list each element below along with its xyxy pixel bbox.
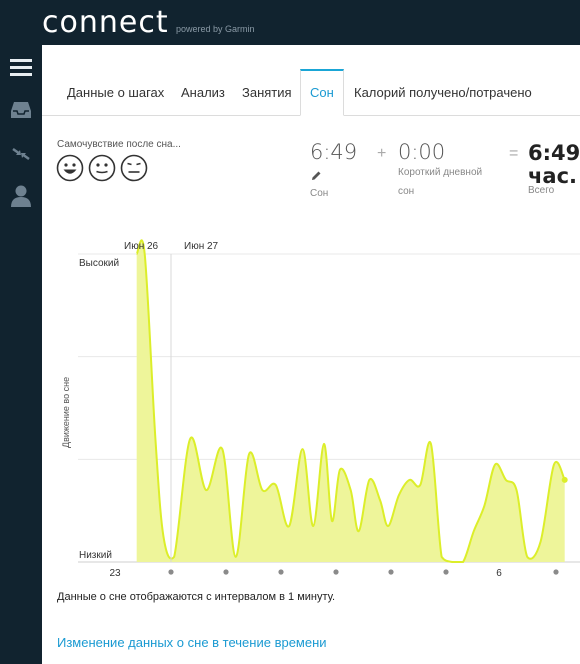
nap-label-line-2: сон <box>398 186 415 197</box>
edit-pencil-icon[interactable] <box>311 170 322 181</box>
powered-by-text: powered by Garmin <box>176 24 255 34</box>
x-tick-dot <box>168 569 174 575</box>
x-tick-dot <box>553 569 559 575</box>
x-tick-dot <box>388 569 394 575</box>
sad-face-icon[interactable] <box>120 154 148 182</box>
happy-face-icon[interactable] <box>56 154 84 182</box>
sync-arrows-icon[interactable] <box>8 141 34 167</box>
tab-analysis[interactable]: Анализ <box>181 85 225 100</box>
total-value: 6:49 <box>528 141 580 165</box>
nap-duration: 0:00 <box>398 140 446 164</box>
date-label-jun-27: Июн 27 <box>184 241 219 252</box>
user-icon[interactable] <box>8 183 34 209</box>
sidebar <box>0 45 42 664</box>
inbox-icon[interactable] <box>8 97 34 123</box>
y-axis-label: Движение во сне <box>61 377 71 448</box>
neutral-face-icon[interactable] <box>88 154 116 182</box>
sleep-over-time-link[interactable]: Изменение данных о сне в течение времени <box>57 635 327 650</box>
date-label-jun-26: Июн 26 <box>124 241 159 252</box>
total-label: Всего <box>528 185 555 196</box>
tab-bar: Данные о шагах Анализ Занятия Сон Калори… <box>42 45 580 116</box>
tab-activities[interactable]: Занятия <box>242 85 292 100</box>
total-unit: час. <box>528 164 578 188</box>
x-tick-label: 23 <box>109 568 121 579</box>
equals-sign: = <box>509 145 519 162</box>
movement-area <box>136 240 565 563</box>
tab-steps[interactable]: Данные о шагах <box>67 85 165 100</box>
connect-logo[interactable]: connect <box>42 5 169 40</box>
total-sleep: 6:49 час. <box>528 142 580 188</box>
x-tick-label: 6 <box>496 568 502 579</box>
x-tick-dot <box>223 569 229 575</box>
x-tick-dot <box>443 569 449 575</box>
x-tick-dot <box>278 569 284 575</box>
feeling-faces <box>56 154 148 184</box>
nap-label: Короткий дневной <box>398 167 483 178</box>
y-tick-high: Высокий <box>79 258 119 269</box>
y-tick-low: Низкий <box>79 550 112 561</box>
sleep-duration: 6:49 <box>310 140 358 164</box>
feeling-label: Самочувствие после сна... <box>57 139 181 150</box>
movement-end-point <box>561 476 568 483</box>
interval-note: Данные о сне отображаются с интервалом в… <box>57 591 336 603</box>
x-tick-dot <box>333 569 339 575</box>
plus-sign: + <box>377 145 387 162</box>
top-bar: connect powered by Garmin <box>0 0 580 45</box>
sleep-movement-chart: Июн 26 Июн 27 Высокий Низкий Движение во… <box>61 239 580 579</box>
tab-sleep[interactable]: Сон <box>300 69 344 116</box>
sleep-label: Сон <box>310 188 329 199</box>
tab-calories[interactable]: Калорий получено/потрачено <box>354 85 532 100</box>
menu-icon[interactable] <box>8 55 34 81</box>
movement-line <box>135 239 566 563</box>
